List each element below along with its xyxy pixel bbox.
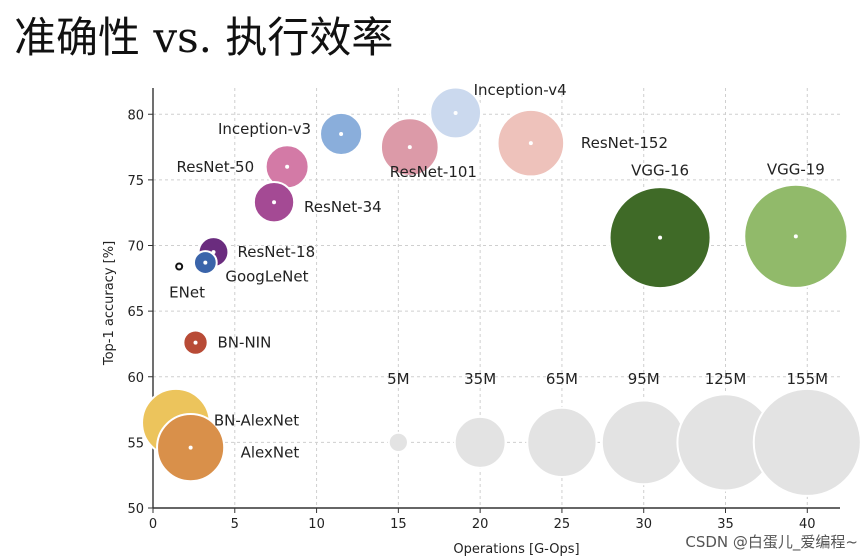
label-alexnet: AlexNet [241,444,300,462]
point-labels: Inception-v4 Inception-v3 ResNet-152 ResNet… [169,81,825,462]
label-bn-alexnet: BN-AlexNet [214,412,299,430]
label-inception-v4: Inception-v4 [474,81,567,99]
x-tick-label: 0 [149,517,157,532]
x-axis-title: Operations [G-Ops] [453,542,579,557]
size-legend-bubble [752,387,862,497]
bubble-center-dot [407,145,412,150]
bubble-center-dot [658,235,663,240]
size-legend: 5M 35M 65M 95M 125M 155M [387,370,862,497]
label-enet: ENet [169,284,205,302]
label-vgg-19: VGG-19 [767,160,825,178]
x-tick-label: 25 [554,517,571,532]
bubble-center-dot [193,340,198,345]
x-tick-label: 35 [717,517,734,532]
x-tick-label: 40 [799,517,816,532]
bubble-center-dot [203,260,208,265]
size-legend-bubble [526,406,598,479]
bubble-center-dot [453,110,458,115]
label-resnet-18: ResNet-18 [238,243,316,261]
label-resnet-50: ResNet-50 [177,158,255,176]
bubble-center-dot [339,131,344,136]
page-title: 准确性 vs. 执行效率 [14,13,394,62]
label-resnet-34: ResNet-34 [304,198,382,216]
y-tick-label: 75 [127,174,144,189]
y-tick-label: 60 [127,371,144,386]
y-axis-title: Top-1 accuracy [%] [102,241,117,366]
label-resnet-152: ResNet-152 [581,134,668,152]
size-legend-label: 5M [387,370,410,388]
size-legend-label: 155M [786,370,828,388]
y-tick-label: 55 [127,436,144,451]
size-legend-bubble [387,431,409,453]
data-points [141,86,849,483]
size-legend-bubble [600,399,687,486]
bubble-center-dot [188,445,193,450]
size-legend-label: 65M [546,370,578,388]
label-bn-nin: BN-NIN [218,334,272,352]
size-legend-label: 95M [628,370,660,388]
bubble-center-dot [793,234,798,239]
x-tick-label: 10 [308,517,325,532]
y-tick-label: 70 [127,240,144,255]
y-tick-label: 50 [127,502,144,517]
size-legend-label: 125M [705,370,747,388]
size-legend-label: 35M [464,370,496,388]
label-inception-v3: Inception-v3 [218,120,311,138]
bubble-center-dot [285,164,290,169]
watermark: CSDN @白蛋儿_爱编程~ [685,533,858,551]
y-tick-label: 65 [127,305,144,320]
label-googlenet: GoogLeNet [225,268,308,286]
label-resnet-101: ResNet-101 [390,163,477,181]
bubble-center-dot [177,264,182,269]
y-tick-label: 80 [127,108,144,123]
size-legend-bubble [453,415,507,469]
tick-labels: 0 5 10 15 20 25 30 35 40 50 55 60 65 70 75 80 [127,108,815,532]
label-vgg-16: VGG-16 [631,162,689,180]
x-tick-label: 30 [635,517,652,532]
bubble-center-dot [272,200,277,205]
x-tick-label: 5 [231,517,239,532]
x-tick-label: 20 [472,517,489,532]
x-tick-label: 15 [390,517,407,532]
bubble-center-dot [528,141,533,146]
